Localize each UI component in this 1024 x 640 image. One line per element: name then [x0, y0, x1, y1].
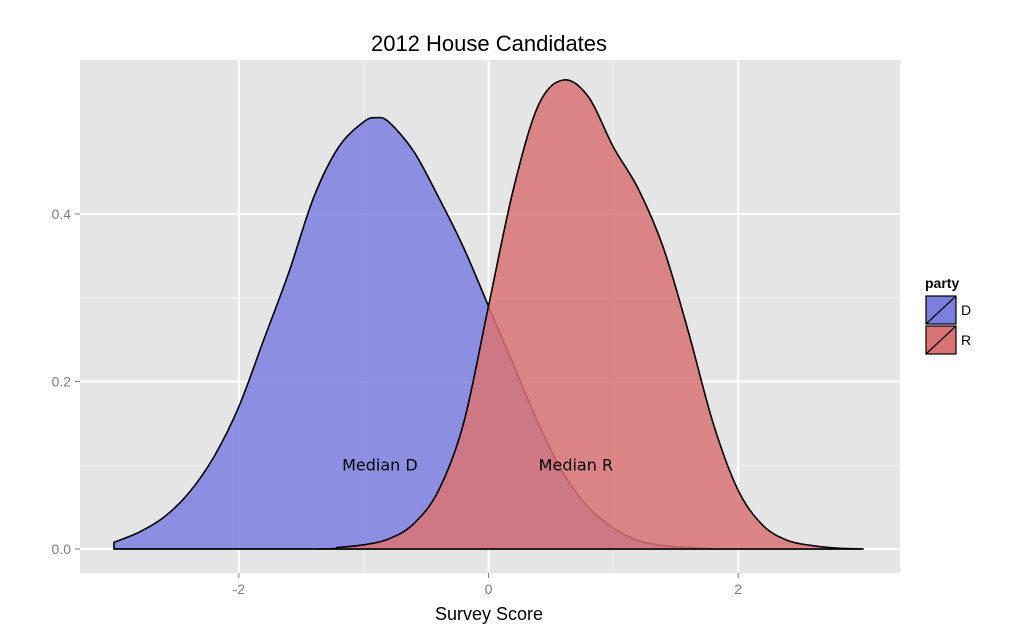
x-axis-label: Survey Score [435, 604, 543, 624]
density-area-r [113, 79, 864, 550]
y-tick-label: 0.0 [52, 541, 72, 557]
legend-label-r: R [961, 332, 971, 348]
chart-title: 2012 House Candidates [371, 31, 607, 56]
x-axis-ticks: -2 0 2 [233, 573, 742, 597]
annotation-label: Median R [539, 455, 613, 474]
x-tick-label: 2 [734, 581, 742, 597]
legend-key-slash [925, 325, 957, 355]
annotation-label: Median D [342, 455, 418, 474]
legend-title: party [925, 275, 959, 291]
annotations: Median D Median R [342, 455, 613, 474]
legend-key-slash [925, 295, 957, 325]
legend: party DR [925, 275, 971, 355]
density-areas [113, 79, 864, 550]
x-tick-label: -2 [233, 581, 246, 597]
x-tick-label: 0 [485, 581, 493, 597]
y-axis-ticks: 0.0 0.2 0.4 [52, 206, 80, 557]
y-tick-label: 0.2 [52, 374, 72, 390]
y-tick-label: 0.4 [52, 206, 72, 222]
legend-label-d: D [961, 302, 971, 318]
